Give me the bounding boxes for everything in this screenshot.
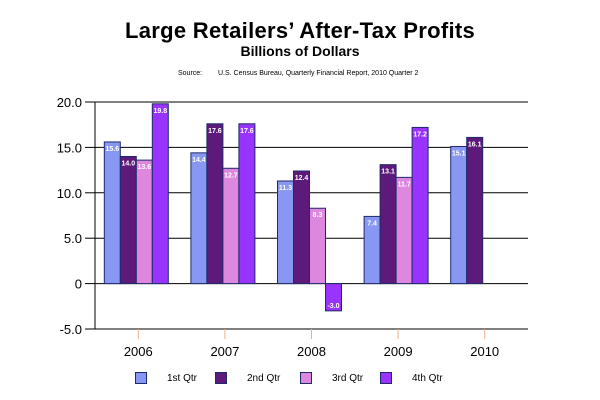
source-label: Source: <box>178 70 203 77</box>
legend-item-4th-qtr: 4th Qtr <box>380 370 443 386</box>
data-label: 8.3 <box>313 212 323 219</box>
legend-swatch <box>300 372 312 384</box>
data-label: 13.6 <box>137 164 151 171</box>
y-tick-label: 20.0 <box>57 95 82 110</box>
x-tick-label: 2006 <box>124 344 153 359</box>
data-label: 13.1 <box>381 169 395 176</box>
x-tick-label: 2010 <box>470 344 499 359</box>
legend-item-3rd-qtr: 3rd Qtr <box>300 370 363 386</box>
bar-2nd-qtr-2010 <box>466 136 484 285</box>
legend-item-1st-qtr: 1st Qtr <box>135 370 197 386</box>
data-label: 12.4 <box>295 175 309 182</box>
bar-4th-qtr-2008 <box>325 283 342 312</box>
x-tick-label: 2008 <box>297 344 326 359</box>
data-label: 12.7 <box>224 172 238 179</box>
chart-legend: 1st Qtr 2nd Qtr 3rd Qtr 4th Qtr <box>0 370 600 386</box>
y-tick-label: -5.0 <box>60 322 82 337</box>
legend-label: 1st Qtr <box>167 372 198 384</box>
x-tick-label: 2007 <box>210 344 239 359</box>
bar-1st-qtr-2007 <box>190 152 208 285</box>
data-label: 7.4 <box>367 220 377 227</box>
data-label: 16.1 <box>468 141 482 148</box>
legend-swatch <box>135 372 147 384</box>
bar-2nd-qtr-2006 <box>119 155 137 285</box>
data-label: 19.8 <box>153 108 167 115</box>
bar-1st-qtr-2010 <box>450 145 468 285</box>
data-label: 17.2 <box>413 131 427 138</box>
y-tick-label: 10.0 <box>57 186 82 201</box>
bar-1st-qtr-2008 <box>277 180 294 285</box>
bar-1st-qtr-2006 <box>103 141 121 285</box>
bar-4th-qtr-2006 <box>151 103 169 285</box>
data-label: 11.3 <box>279 185 292 192</box>
legend-item-2nd-qtr: 2nd Qtr <box>215 370 280 386</box>
bar-3rd-qtr-2007 <box>222 167 240 285</box>
data-label: 14.0 <box>121 160 135 167</box>
legend-label: 2nd Qtr <box>247 372 281 384</box>
legend-swatch <box>215 372 227 384</box>
chart-title: Large Retailers’ After-Tax Profits <box>124 18 476 43</box>
y-tick-label: 5.0 <box>64 231 82 246</box>
bar-3rd-qtr-2009 <box>395 176 413 285</box>
data-label: 15.1 <box>452 150 466 157</box>
data-label: 17.6 <box>240 128 254 135</box>
bar-4th-qtr-2009 <box>411 126 429 285</box>
bar-2nd-qtr-2007 <box>206 123 224 285</box>
legend-swatch <box>380 372 392 384</box>
data-label: -3.0 <box>327 303 339 310</box>
bar-3rd-qtr-2008 <box>309 207 326 285</box>
bar-4th-qtr-2007 <box>238 123 256 285</box>
legend-label: 3rd Qtr <box>332 372 364 384</box>
y-tick-label: 0 <box>75 277 82 292</box>
legend-label: 4th Qtr <box>412 372 443 384</box>
data-label: 11.7 <box>397 181 410 188</box>
chart-subtitle: Billions of Dollars <box>240 43 360 59</box>
data-label: 14.4 <box>192 157 206 164</box>
bar-2nd-qtr-2008 <box>293 170 310 285</box>
bar-3rd-qtr-2006 <box>135 159 153 285</box>
data-label: 17.6 <box>208 128 222 135</box>
chart-source: Source: U.S. Census Bureau, Quarterly Fin… <box>178 70 418 77</box>
source-text: U.S. Census Bureau, Quarterly Financial … <box>218 70 419 77</box>
bar-2nd-qtr-2009 <box>379 164 397 285</box>
data-label: 15.6 <box>105 146 119 153</box>
y-tick-label: 15.0 <box>57 140 82 155</box>
x-tick-label: 2009 <box>384 344 413 359</box>
